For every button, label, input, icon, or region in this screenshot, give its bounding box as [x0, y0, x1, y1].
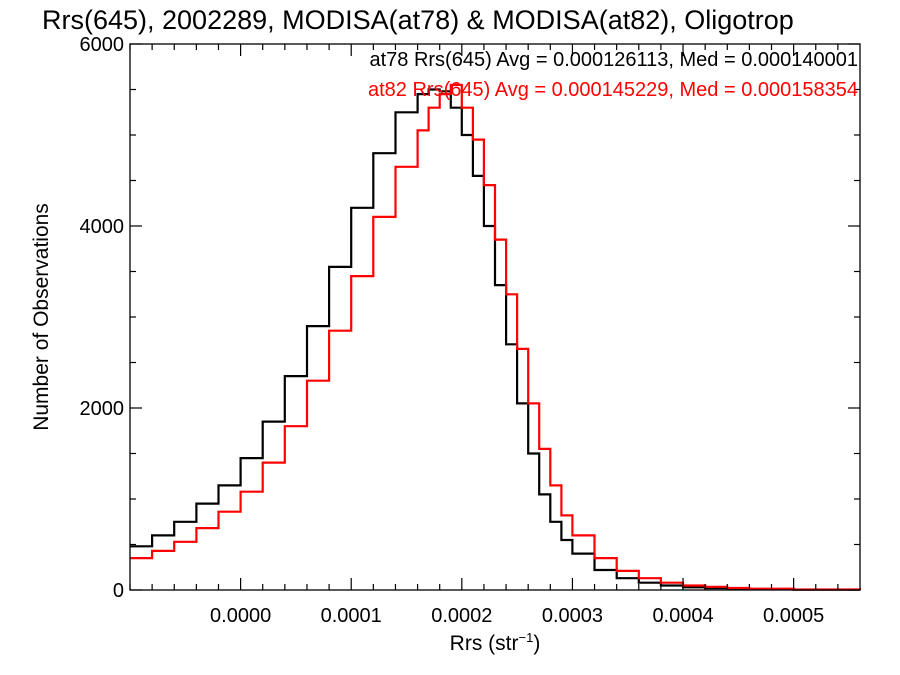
x-tick-label: 0.0002 [431, 605, 492, 627]
x-axis-label-main: Rrs (str [450, 632, 519, 655]
x-axis-label-suffix: ) [533, 632, 540, 655]
y-tick-label: 2000 [80, 398, 125, 420]
legend-entry-at82: at82 Rrs(645) Avg = 0.000145229, Med = 0… [368, 79, 858, 101]
y-tick-label: 6000 [80, 34, 125, 56]
chart-title: Rrs(645), 2002289, MODISA(at78) & MODISA… [42, 5, 794, 35]
x-tick-label: 0.0005 [763, 605, 824, 627]
series-at78-line [130, 88, 862, 591]
series-layer [130, 83, 862, 591]
y-tick-label: 0 [113, 580, 124, 602]
x-tick-label: 0.0003 [542, 605, 603, 627]
y-tick-label: 4000 [80, 216, 125, 238]
x-tick-label: 0.0000 [210, 605, 271, 627]
legend-entry-at78: at78 Rrs(645) Avg = 0.000126113, Med = 0… [369, 49, 858, 71]
x-axis-label: Rrs (str−1) [450, 630, 541, 655]
x-tick-label: 0.0001 [321, 605, 382, 627]
tick-layer: 0.0000 0.0001 0.0002 0.0003 0.0004 0.0005 0 200… [80, 34, 860, 627]
x-tick-label: 0.0004 [652, 605, 713, 627]
x-axis-label-superscript: −1 [519, 630, 534, 645]
y-axis-label: Number of Observations [30, 203, 53, 431]
series-at82-line [130, 83, 862, 591]
